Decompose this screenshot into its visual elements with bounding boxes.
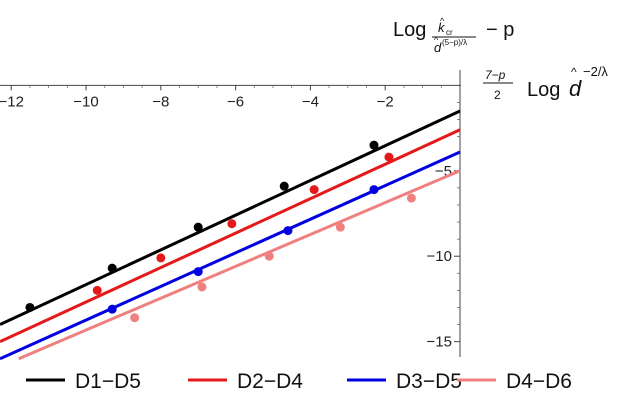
y-tick-label: −15 (427, 334, 452, 351)
series-4-point (264, 251, 274, 261)
series-1-point (193, 222, 203, 232)
y-axis-label-num: k (438, 20, 446, 35)
legend-label-2: D2−D4 (237, 370, 303, 393)
legend-label-4: D4−D6 (506, 370, 572, 393)
series-line-3 (0, 150, 461, 361)
series-1-point (279, 181, 289, 191)
series-1-point (107, 263, 117, 273)
x-tick-label: −4 (302, 93, 319, 110)
y-axis-label-hat-num: ^ (440, 16, 445, 26)
x-axis-label-frac-den: 2 (494, 88, 501, 102)
x-axis-label-base: d (569, 76, 582, 101)
series-3-point (193, 267, 203, 277)
series-2-point (384, 152, 394, 162)
series-line-4 (18, 169, 461, 361)
y-axis-label-suffix: − p (486, 19, 514, 41)
x-tick-label: −2 (377, 93, 394, 110)
legend-label-3: D3−D5 (396, 370, 462, 393)
series-4-point (335, 222, 345, 232)
series-1-point (25, 302, 35, 312)
series-1-point (369, 140, 379, 150)
plot-lines (0, 109, 461, 361)
series-2-point (92, 285, 102, 295)
y-axis-label-hat-den: ^ (434, 35, 439, 45)
y-axis-label-den: d (434, 40, 442, 55)
series-3-point (107, 304, 117, 314)
x-axis-label-frac-num: 7−p (485, 68, 506, 82)
series-3-point (283, 226, 293, 236)
x-tick-label: −12 (0, 93, 24, 110)
series-2-point (309, 185, 319, 195)
series-line-1 (0, 109, 461, 326)
series-2-point (227, 219, 237, 229)
series-line-2 (0, 128, 461, 343)
series-4-point (130, 313, 140, 323)
y-axis-label: Log ^ k cr ^ d (5−p)/λ − p (393, 16, 514, 55)
legend-label-1: D1−D5 (75, 370, 141, 393)
x-tick-label: −8 (152, 93, 169, 110)
y-axis-label-prefix: Log (393, 19, 426, 41)
x-tick-label: −6 (227, 93, 244, 110)
series-2-point (156, 253, 166, 263)
x-axis-label-exp: −2/λ (583, 64, 608, 79)
series-3-point (369, 185, 379, 195)
y-tick-label: −10 (427, 248, 452, 265)
legend: D1−D5 D2−D4 D3−D5 D4−D6 (26, 370, 572, 393)
x-axis-label-log: Log (527, 79, 560, 101)
series-4-point (406, 193, 416, 203)
ticks: −12 −10 −8 −6 −4 −2−5−10−15 (0, 85, 460, 351)
x-tick-label: −10 (73, 93, 98, 110)
plot-points (25, 140, 416, 323)
x-axis-label: 7−p 2 Log ^ d −2/λ (483, 64, 608, 102)
y-axis-label-num-sub: cr (446, 28, 453, 37)
x-axis-label-hat: ^ (571, 65, 577, 79)
y-axis-label-den-exp: (5−p)/λ (442, 38, 467, 47)
axes (0, 70, 461, 357)
series-4-point (197, 282, 207, 292)
